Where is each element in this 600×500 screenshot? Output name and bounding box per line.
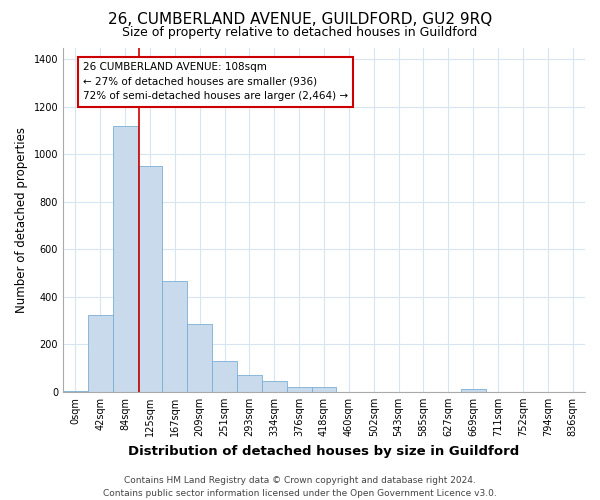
Bar — [88, 314, 113, 392]
Bar — [187, 324, 212, 392]
Bar — [212, 361, 237, 392]
Bar — [461, 390, 485, 392]
Y-axis label: Number of detached properties: Number of detached properties — [15, 126, 28, 312]
Text: 26, CUMBERLAND AVENUE, GUILDFORD, GU2 9RQ: 26, CUMBERLAND AVENUE, GUILDFORD, GU2 9R… — [108, 12, 492, 28]
X-axis label: Distribution of detached houses by size in Guildford: Distribution of detached houses by size … — [128, 444, 520, 458]
Text: Size of property relative to detached houses in Guildford: Size of property relative to detached ho… — [122, 26, 478, 39]
Bar — [137, 166, 163, 392]
Text: 26 CUMBERLAND AVENUE: 108sqm
← 27% of detached houses are smaller (936)
72% of s: 26 CUMBERLAND AVENUE: 108sqm ← 27% of de… — [83, 62, 348, 102]
Bar — [311, 387, 337, 392]
Bar — [63, 390, 88, 392]
Bar — [237, 375, 262, 392]
Bar — [262, 381, 287, 392]
Bar — [287, 387, 311, 392]
Bar — [113, 126, 137, 392]
Bar — [163, 282, 187, 392]
Text: Contains HM Land Registry data © Crown copyright and database right 2024.
Contai: Contains HM Land Registry data © Crown c… — [103, 476, 497, 498]
